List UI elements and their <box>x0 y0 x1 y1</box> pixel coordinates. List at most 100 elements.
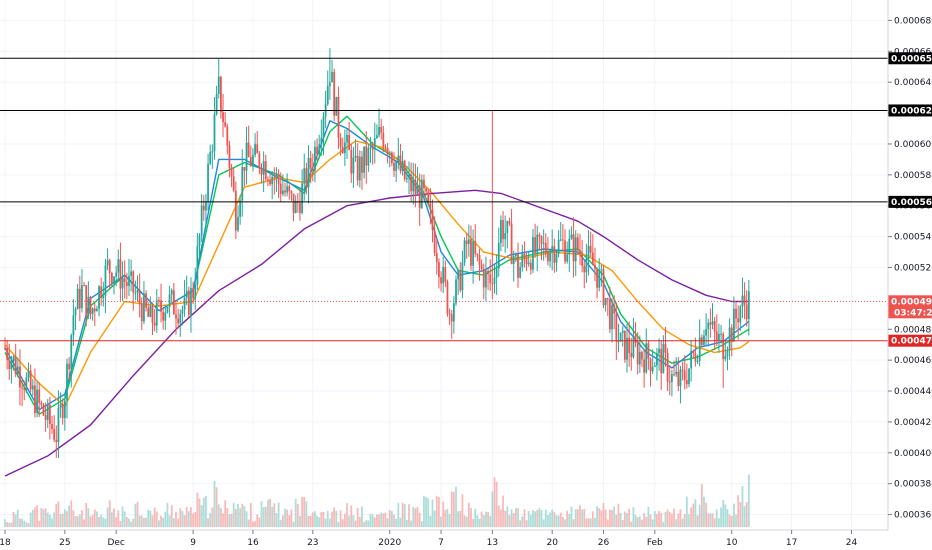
volume-bar <box>382 513 385 527</box>
x-axis-ticks: 18 25 Dec 9 16 23 2020 7 13 20 26 Feb 10 17 24 <box>0 530 857 548</box>
candle-body <box>557 239 560 254</box>
candle-body <box>690 350 693 369</box>
y-tick-label: 0.0004000 <box>894 449 932 459</box>
candle-body <box>604 298 607 306</box>
volume-bar <box>722 500 725 527</box>
volume-bar <box>527 511 530 527</box>
volume-bar <box>365 520 368 527</box>
candle-body <box>249 157 252 166</box>
volume-bar <box>309 515 312 527</box>
candle-body <box>720 333 722 335</box>
candle-body <box>117 259 120 273</box>
candle-body <box>123 278 126 283</box>
candle-body <box>645 343 648 373</box>
volume-bar <box>438 497 440 527</box>
candle-body <box>21 387 23 389</box>
candle-body <box>25 377 28 391</box>
price-badge <box>888 104 932 117</box>
candles <box>4 48 750 459</box>
volume-bar <box>444 509 447 527</box>
candle-body <box>158 300 160 302</box>
volume-bar <box>322 511 325 527</box>
volume-bar <box>594 517 596 527</box>
volume-bar <box>34 507 36 527</box>
candle-body <box>83 285 85 287</box>
volume-bar <box>21 518 23 527</box>
volume-bar <box>51 518 53 527</box>
volume-bar <box>440 516 442 527</box>
candle-body <box>354 155 357 158</box>
volume-bar <box>68 505 71 527</box>
volume-bar <box>679 509 682 527</box>
volume-bar <box>29 512 32 527</box>
volume-bar <box>523 509 526 527</box>
volume-bar <box>219 508 222 527</box>
candle-body <box>326 86 329 105</box>
price-badge <box>888 295 932 319</box>
volume-bar <box>16 510 19 527</box>
candle-body <box>585 258 588 273</box>
volume-bar <box>455 486 457 527</box>
volume-bar <box>6 522 9 527</box>
candle-body <box>23 388 26 391</box>
volume-bar <box>222 513 224 527</box>
volume-bar <box>140 515 143 527</box>
volume-bar <box>623 511 626 527</box>
volume-bar <box>106 507 109 527</box>
volume-bar <box>576 509 579 527</box>
candle-body <box>677 371 680 387</box>
moving-average-line-4 <box>4 189 749 477</box>
candle-body <box>504 233 507 240</box>
candle-body <box>27 370 30 378</box>
volume-bar <box>581 509 584 527</box>
candle-body <box>431 209 434 230</box>
candle-body <box>384 147 387 149</box>
candle-body <box>247 142 250 158</box>
candle-body <box>303 168 306 184</box>
volume-bar <box>380 512 383 527</box>
candle-body <box>461 262 464 291</box>
x-tick-label: 24 <box>846 538 858 548</box>
candle-body <box>450 314 453 322</box>
volume-bar <box>89 516 92 527</box>
volume-bar <box>487 512 489 527</box>
volume-bar <box>279 519 282 527</box>
volume-bar <box>40 507 43 527</box>
candle-body <box>401 160 404 171</box>
candle-body <box>459 269 462 291</box>
volume-bar <box>502 495 504 527</box>
candle-body <box>121 278 124 289</box>
candle-body <box>713 321 716 332</box>
candle-body <box>177 318 180 324</box>
volume-bar <box>715 509 718 527</box>
candle-body <box>119 259 122 289</box>
candle-body <box>143 293 145 322</box>
volume-bar <box>329 518 331 527</box>
volume-bar <box>378 514 380 527</box>
candle-body <box>241 167 244 201</box>
x-tick-label: 17 <box>786 538 797 548</box>
volume-bar <box>100 514 103 527</box>
y-tick-label: 0.0004400 <box>894 387 932 397</box>
candle-body <box>446 281 449 314</box>
volume-bar <box>465 516 468 527</box>
candle-body <box>132 271 135 293</box>
volume-bar <box>243 505 246 527</box>
volume-bar <box>495 481 498 527</box>
y-tick-label: 0.0006400 <box>894 78 932 88</box>
candle-body <box>168 294 171 308</box>
volume-bar <box>709 513 712 527</box>
candle-body <box>125 282 128 286</box>
candle-body <box>632 335 635 358</box>
candle-body <box>478 254 481 265</box>
volume-bar <box>258 517 261 527</box>
candle-body <box>153 322 156 326</box>
volume-bar <box>369 513 372 527</box>
volume-bar <box>303 497 306 527</box>
candle-body <box>162 311 165 321</box>
candle-body <box>583 265 586 273</box>
candle-body <box>260 168 263 175</box>
volume-bar <box>339 510 342 527</box>
volume-bar <box>14 514 17 527</box>
